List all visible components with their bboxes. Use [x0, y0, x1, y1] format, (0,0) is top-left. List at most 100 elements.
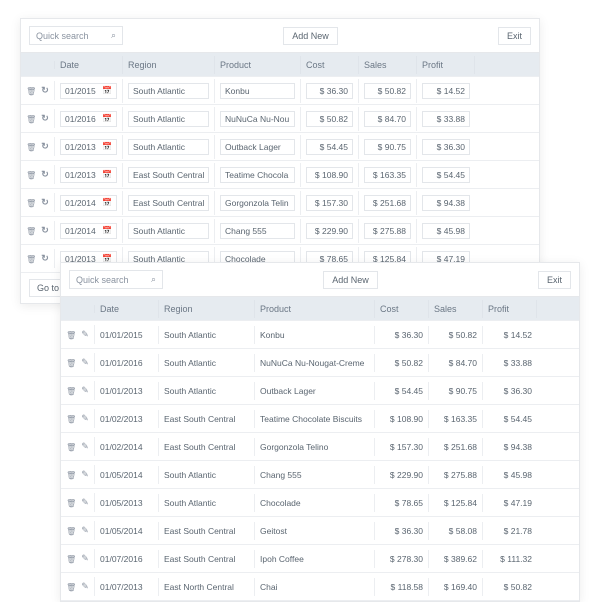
- edit-icon[interactable]: [81, 469, 89, 480]
- delete-icon[interactable]: [26, 86, 36, 96]
- profit-field[interactable]: $ 94.38: [422, 195, 470, 211]
- delete-icon[interactable]: [66, 498, 76, 508]
- delete-icon[interactable]: [26, 226, 36, 236]
- cost-field[interactable]: $ 54.45: [306, 139, 353, 155]
- sales-field[interactable]: $ 50.82: [364, 83, 411, 99]
- col-product[interactable]: Product: [255, 300, 375, 318]
- reload-icon[interactable]: [41, 253, 49, 264]
- cost-field[interactable]: $ 157.30: [306, 195, 353, 211]
- sales-field[interactable]: $ 275.88: [364, 223, 411, 239]
- exit-button[interactable]: Exit: [498, 27, 531, 45]
- date-field[interactable]: 01/2013📅: [60, 167, 117, 183]
- reload-icon[interactable]: [41, 85, 49, 96]
- profit-field[interactable]: $ 14.52: [422, 83, 470, 99]
- date-field[interactable]: 01/2014📅: [60, 195, 117, 211]
- product-value: Gorgonzola Telino: [260, 442, 369, 452]
- region-field[interactable]: South Atlantic: [128, 139, 209, 155]
- edit-icon[interactable]: [81, 413, 89, 424]
- edit-icon[interactable]: [81, 441, 89, 452]
- sales-value: $ 163.35: [434, 414, 477, 424]
- delete-icon[interactable]: [66, 582, 76, 592]
- product-field[interactable]: Chang 555: [220, 223, 295, 239]
- delete-icon[interactable]: [26, 142, 36, 152]
- region-field[interactable]: East South Central: [128, 167, 209, 183]
- delete-icon[interactable]: [26, 254, 36, 264]
- search-input[interactable]: Quick search ⌕: [29, 26, 123, 45]
- profit-field[interactable]: $ 45.98: [422, 223, 470, 239]
- date-field[interactable]: 01/2016📅: [60, 111, 117, 127]
- edit-icon[interactable]: [81, 497, 89, 508]
- sales-field[interactable]: $ 90.75: [364, 139, 411, 155]
- profit-field[interactable]: $ 33.88: [422, 111, 470, 127]
- sales-value: $ 125.84: [434, 498, 477, 508]
- col-date[interactable]: Date: [55, 56, 123, 74]
- search-input[interactable]: Quick search ⌕: [69, 270, 163, 289]
- delete-icon[interactable]: [66, 330, 76, 340]
- edit-icon[interactable]: [81, 581, 89, 592]
- profit-value: $ 50.82: [488, 582, 532, 592]
- col-cost[interactable]: Cost: [301, 56, 359, 74]
- edit-icon[interactable]: [81, 357, 89, 368]
- delete-icon[interactable]: [66, 526, 76, 536]
- cost-field[interactable]: $ 36.30: [306, 83, 353, 99]
- edit-icon[interactable]: [81, 329, 89, 340]
- date-field[interactable]: 01/2014📅: [60, 223, 117, 239]
- delete-icon[interactable]: [26, 170, 36, 180]
- col-region[interactable]: Region: [123, 56, 215, 74]
- cost-field[interactable]: $ 108.90: [306, 167, 353, 183]
- cost-field[interactable]: $ 229.90: [306, 223, 353, 239]
- delete-icon[interactable]: [26, 198, 36, 208]
- product-field[interactable]: NuNuCa Nu-Nou: [220, 111, 295, 127]
- reload-icon[interactable]: [41, 141, 49, 152]
- delete-icon[interactable]: [66, 414, 76, 424]
- table-row: 01/07/2013East North CentralChai$ 118.58…: [61, 573, 579, 601]
- column-headers: Date Region Product Cost Sales Profit: [61, 297, 579, 321]
- edit-icon[interactable]: [81, 525, 89, 536]
- exit-button[interactable]: Exit: [538, 271, 571, 289]
- region-field[interactable]: South Atlantic: [128, 83, 209, 99]
- table-row: 01/2016📅 South Atlantic NuNuCa Nu-Nou $ 50.…: [21, 105, 539, 133]
- product-field[interactable]: Teatime Chocola: [220, 167, 295, 183]
- delete-icon[interactable]: [66, 386, 76, 396]
- col-product[interactable]: Product: [215, 56, 301, 74]
- region-field[interactable]: South Atlantic: [128, 111, 209, 127]
- col-profit[interactable]: Profit: [483, 300, 537, 318]
- product-field[interactable]: Konbu: [220, 83, 295, 99]
- delete-icon[interactable]: [66, 358, 76, 368]
- col-sales[interactable]: Sales: [359, 56, 417, 74]
- sales-value: $ 90.75: [434, 386, 477, 396]
- reload-icon[interactable]: [41, 113, 49, 124]
- profit-field[interactable]: $ 36.30: [422, 139, 470, 155]
- edit-icon[interactable]: [81, 553, 89, 564]
- date-field[interactable]: 01/2015📅: [60, 83, 117, 99]
- add-new-button[interactable]: Add New: [323, 271, 378, 289]
- region-field[interactable]: South Atlantic: [128, 223, 209, 239]
- reload-icon[interactable]: [41, 169, 49, 180]
- calendar-icon: 📅: [102, 142, 112, 151]
- col-region[interactable]: Region: [159, 300, 255, 318]
- edit-icon[interactable]: [81, 385, 89, 396]
- product-field[interactable]: Outback Lager: [220, 139, 295, 155]
- add-new-button[interactable]: Add New: [283, 27, 338, 45]
- region-field[interactable]: East South Central: [128, 195, 209, 211]
- cost-field[interactable]: $ 50.82: [306, 111, 353, 127]
- col-profit[interactable]: Profit: [417, 56, 475, 74]
- delete-icon[interactable]: [66, 554, 76, 564]
- sales-field[interactable]: $ 84.70: [364, 111, 411, 127]
- sales-field[interactable]: $ 163.35: [364, 167, 411, 183]
- col-sales[interactable]: Sales: [429, 300, 483, 318]
- profit-value: $ 94.38: [488, 442, 532, 452]
- table-row: 01/05/2013South AtlanticChocolade$ 78.65…: [61, 489, 579, 517]
- sales-field[interactable]: $ 251.68: [364, 195, 411, 211]
- product-field[interactable]: Gorgonzola Telin: [220, 195, 295, 211]
- col-cost[interactable]: Cost: [375, 300, 429, 318]
- profit-field[interactable]: $ 54.45: [422, 167, 470, 183]
- delete-icon[interactable]: [66, 470, 76, 480]
- reload-icon[interactable]: [41, 197, 49, 208]
- date-field[interactable]: 01/2013📅: [60, 139, 117, 155]
- date-value: 01/05/2014: [100, 526, 153, 536]
- col-date[interactable]: Date: [95, 300, 159, 318]
- delete-icon[interactable]: [66, 442, 76, 452]
- delete-icon[interactable]: [26, 114, 36, 124]
- reload-icon[interactable]: [41, 225, 49, 236]
